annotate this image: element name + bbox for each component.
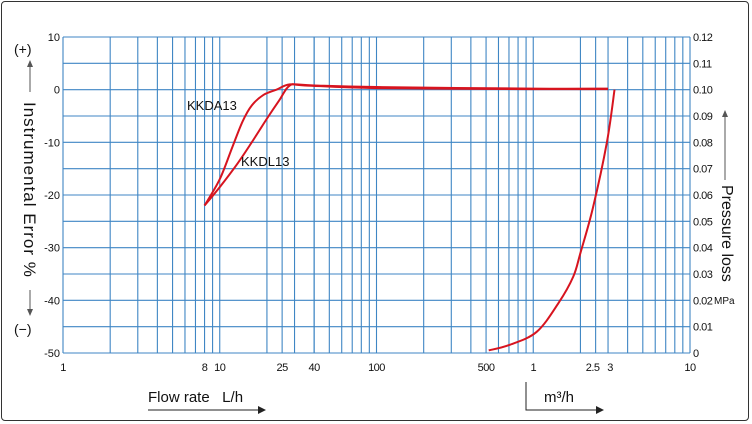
y-tick-label: -40 xyxy=(44,295,60,307)
y2-tick-label: 0.11 xyxy=(693,58,712,70)
x-arrow-icon xyxy=(258,406,266,414)
y2-tick-label: 0.03 xyxy=(693,269,713,281)
y2-tick-label: 0.02 xyxy=(693,295,713,307)
x-tick-label: 1 xyxy=(530,362,536,374)
y-tick-label: -50 xyxy=(44,348,60,360)
y-down-arrow-icon xyxy=(27,309,33,316)
x2-arrow-line xyxy=(525,382,598,411)
x-tick-label: 100 xyxy=(368,362,385,374)
y-tick-label: -30 xyxy=(44,243,60,255)
grid xyxy=(62,36,691,354)
x-axis-title: Flow rate L/h xyxy=(148,389,243,406)
y2-tick-label: 0.06 xyxy=(693,190,713,202)
curves xyxy=(203,83,616,352)
labels: 1 8 10 25 40 100 500 1 2.5 3 10100-10-20-30-40-500… xyxy=(44,32,713,374)
y2-tick-label: 0.12 xyxy=(693,32,713,44)
x-tick-label: 500 xyxy=(478,362,495,374)
y2-tick-label: 0.01 xyxy=(693,322,713,334)
x-tick-label: 10 xyxy=(684,362,696,374)
y2-tick-label: 0.09 xyxy=(693,111,713,123)
x-tick-label: 40 xyxy=(308,362,320,374)
series-line-kkdl13 xyxy=(203,83,609,207)
x2-axis-title: m³/h xyxy=(544,389,574,406)
y2-tick-label: 0.04 xyxy=(693,243,713,255)
x-tick-label: 2.5 xyxy=(586,362,600,374)
y2-up-arrow-icon xyxy=(722,110,728,117)
y-minus-label: (−) xyxy=(14,321,32,337)
x-tick-label: 1 xyxy=(60,362,66,374)
y-tick-label: -10 xyxy=(44,137,60,149)
x2-arrow-icon xyxy=(596,406,604,414)
y-up-arrow-icon xyxy=(27,60,33,67)
y2-axis-title: Pressure loss xyxy=(718,185,735,282)
y2-tick-label: 0.05 xyxy=(693,216,713,228)
y2-unit: MPa xyxy=(714,296,735,307)
y-plus-label: (+) xyxy=(14,41,32,57)
x-tick-label: 10 xyxy=(214,362,226,374)
y-tick-label: -20 xyxy=(44,190,60,202)
series-line-kkda13 xyxy=(203,83,609,207)
y2-tick-label: 0 xyxy=(693,348,699,360)
series-label-kkda13: KKDA13 xyxy=(187,98,237,113)
y-tick-label: 10 xyxy=(48,32,60,44)
y-tick-label: 0 xyxy=(54,85,60,97)
y2-tick-label: 0.10 xyxy=(693,85,713,97)
x-tick-label: 8 xyxy=(202,362,208,374)
y2-tick-label: 0.07 xyxy=(693,164,713,176)
series-line-pressure-loss xyxy=(488,89,616,352)
y2-tick-label: 0.08 xyxy=(693,137,713,149)
x-tick-label: 25 xyxy=(277,362,289,374)
y-axis-title: Instrumental Error % xyxy=(20,102,39,278)
x-tick-label: 3 xyxy=(607,362,613,374)
series-label-kkdl13: KKDL13 xyxy=(241,154,289,169)
